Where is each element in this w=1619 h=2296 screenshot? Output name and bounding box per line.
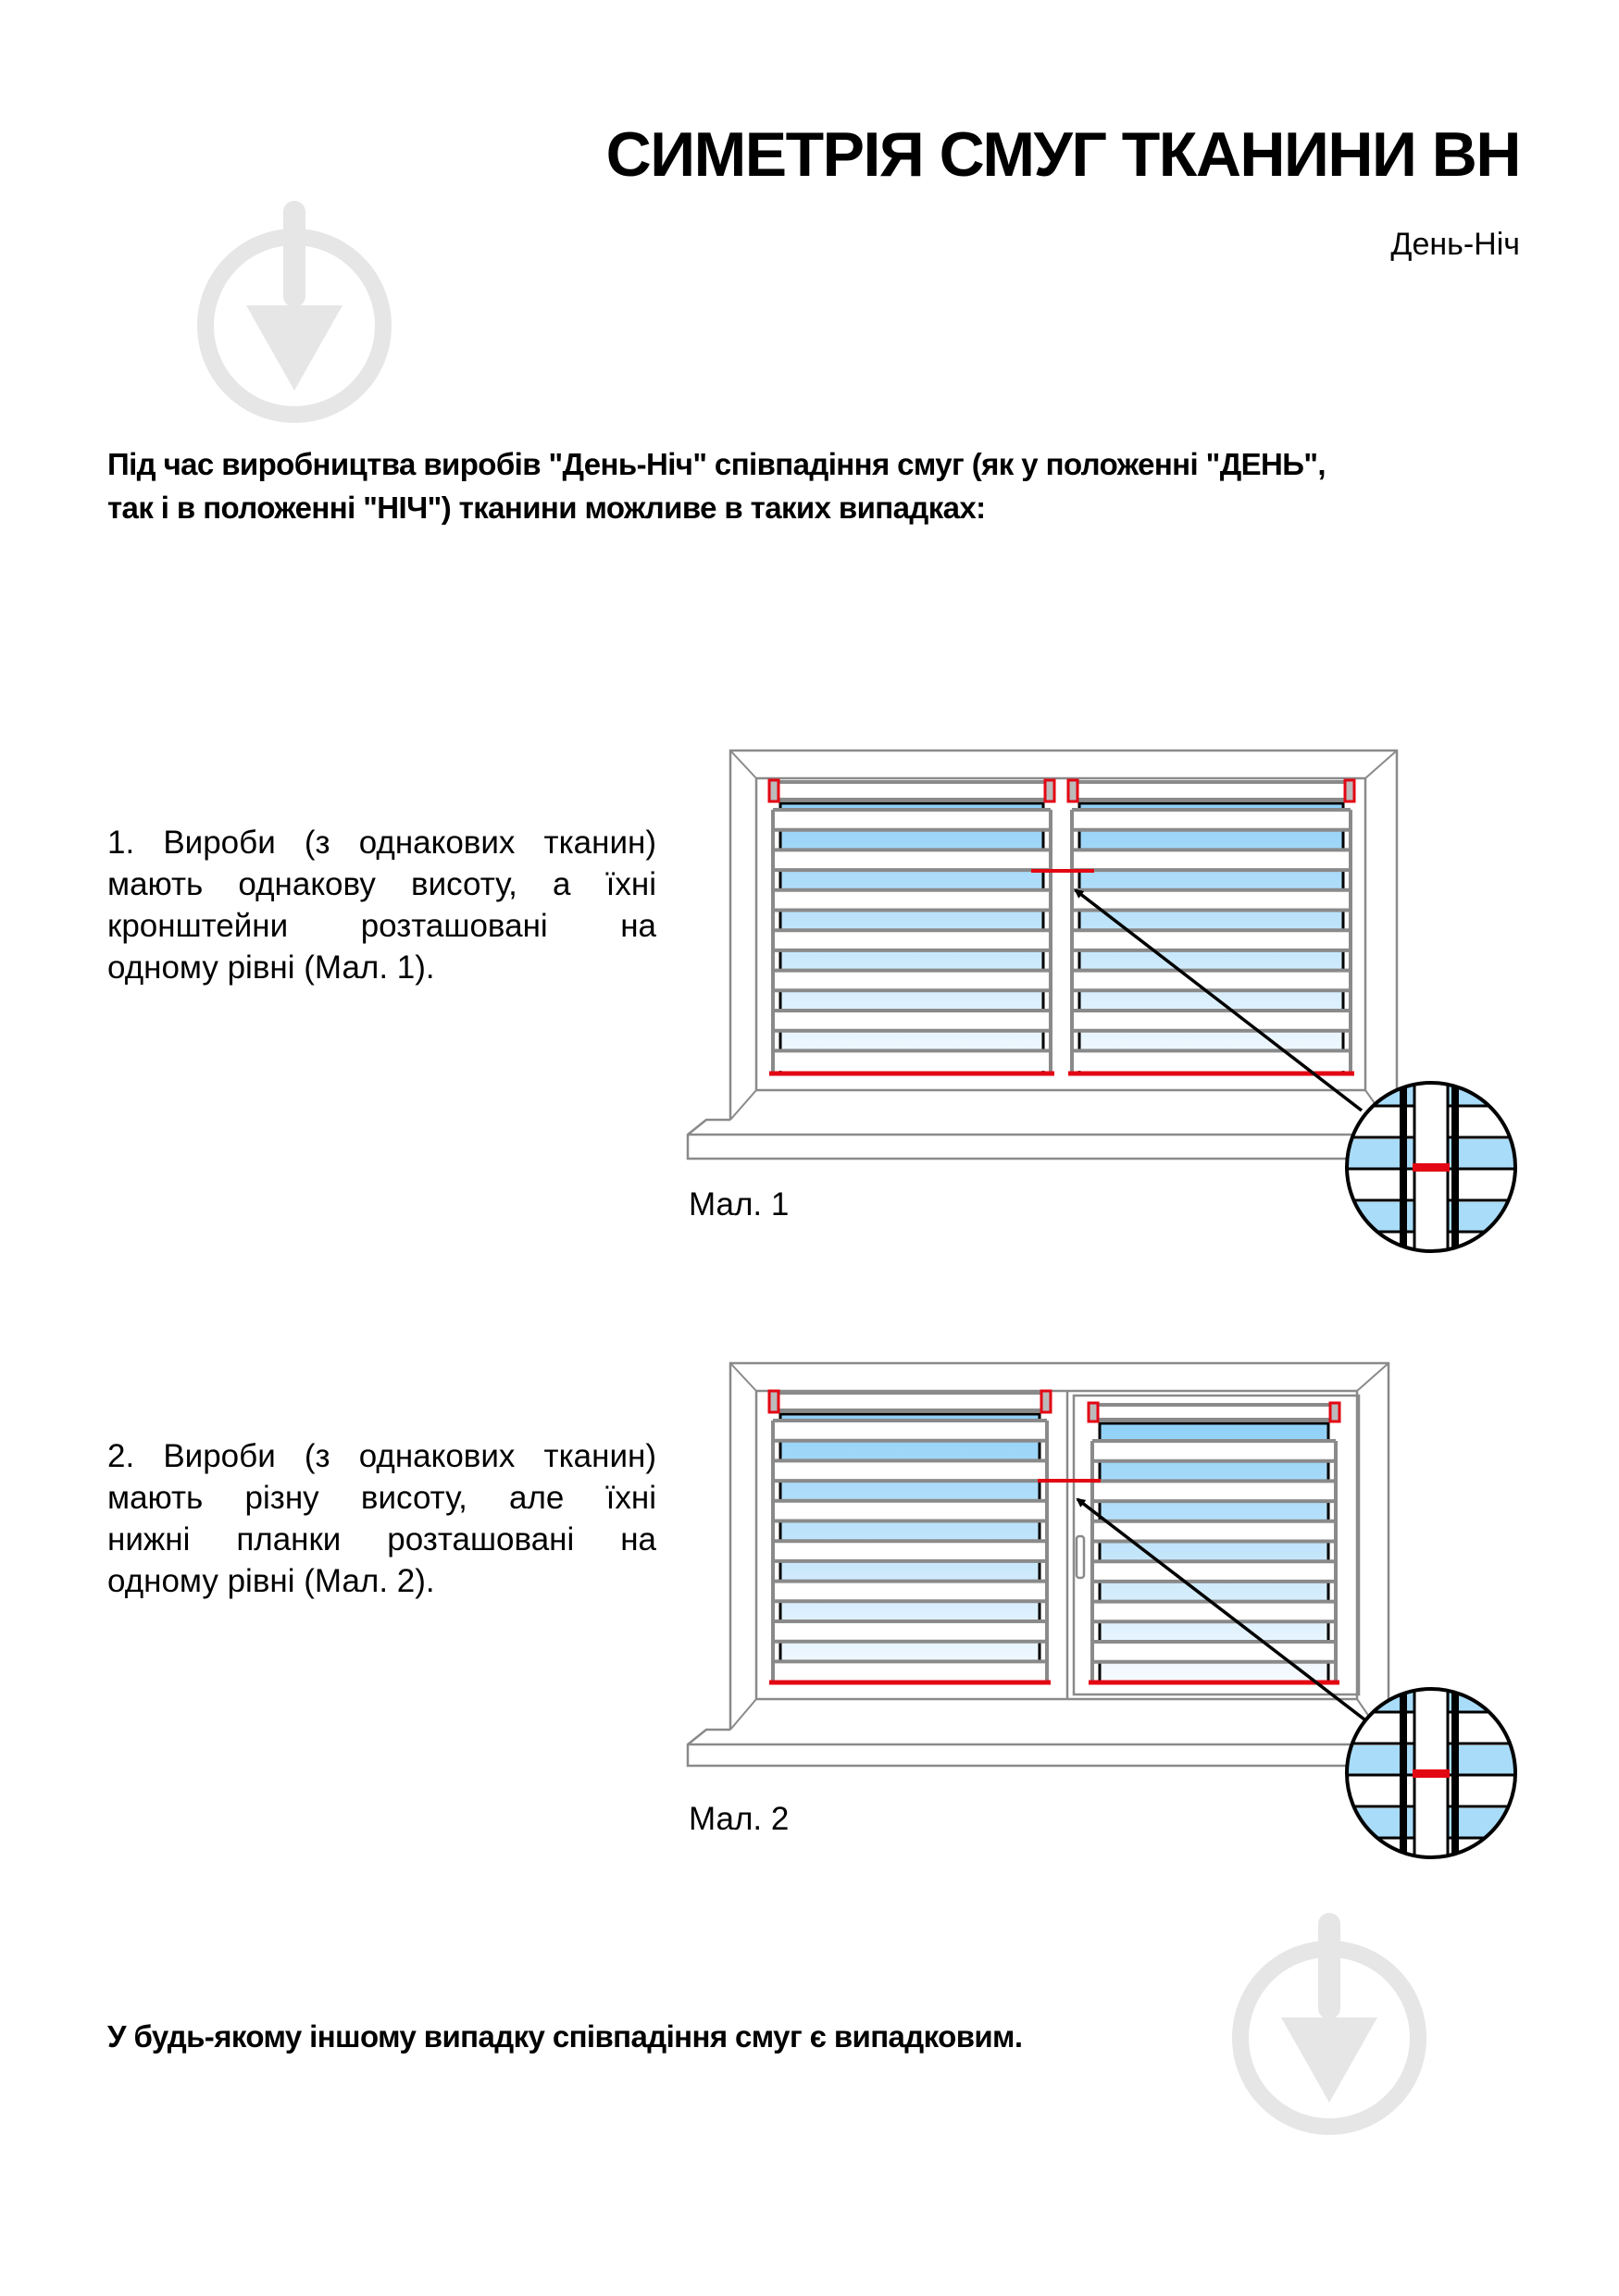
bracket-marker (1043, 778, 1056, 803)
figure-2-caption: Мал. 2 (689, 1801, 790, 1837)
watermark-triangle (246, 305, 342, 391)
watermark-triangle (1281, 2017, 1377, 2103)
watermark-stem (283, 201, 305, 307)
detail-alignment-marker (1413, 1163, 1450, 1172)
frame-bevel (1356, 1362, 1389, 1392)
magnifier-detail-icon (1343, 1013, 1519, 1251)
blind-white-stripe (773, 1621, 1047, 1642)
case-line: 2. Вироби (з однакових тканин) (107, 1438, 656, 1474)
window-outer-frame (729, 749, 1399, 1135)
intro-paragraph: Під час виробництва виробів "День-Ніч" с… (107, 442, 1326, 529)
blind-white-stripe (773, 1421, 1047, 1441)
window-sill (686, 1118, 1408, 1160)
case-1-description: 1. Вироби (з однакових тканин) мають одн… (107, 822, 656, 988)
blind-white-stripe (1072, 1050, 1351, 1072)
detail-blue-stripe (1343, 1620, 1519, 1649)
blind-white-stripe (773, 930, 1051, 950)
blind-white-stripe (1092, 1481, 1336, 1502)
blind-white-stripe (1092, 1642, 1336, 1662)
closing-note: У будь-якому іншому випадку співпадіння … (107, 2019, 1023, 2054)
page-subtitle: День-Ніч (1390, 227, 1520, 262)
blind-white-stripe (773, 850, 1051, 871)
frame-bevel (729, 750, 757, 779)
magnifier-outline (1345, 1081, 1517, 1253)
detail-blue-stripe (1343, 1013, 1519, 1043)
case-2-description: 2. Вироби (з однакових тканин) мають різ… (107, 1435, 656, 1602)
detail-alignment-marker (1413, 1769, 1450, 1778)
window-opening (754, 776, 1367, 1092)
case-line: 1. Вироби (з однакових тканин) (107, 825, 656, 861)
bracket-marker (1328, 1401, 1341, 1423)
blind-white-stripe (773, 1460, 1047, 1482)
intro-line: так і в положенні "НІЧ") тканини можливе… (107, 490, 986, 525)
watermark-logo-icon (1232, 1913, 1426, 2135)
case-line: мають однакову висоту, а їхні (107, 866, 656, 902)
detail-edge (1400, 1689, 1403, 1857)
bracket-marker (1040, 1389, 1052, 1414)
blind-white-stripe (773, 1500, 1047, 1521)
window-sash (1072, 1394, 1361, 1696)
magnifier-detail-icon (1343, 1620, 1519, 1857)
blind-top-rail (1070, 780, 1352, 801)
detail-edge (1451, 1083, 1455, 1251)
arrow-icon (1076, 1497, 1366, 1721)
detail-edge (1455, 1689, 1459, 1857)
blind-white-stripe (1092, 1601, 1336, 1622)
case-line: мають різну висоту, але їхні (107, 1480, 656, 1516)
intro-line: Під час виробництва виробів "День-Ніч" с… (107, 447, 1326, 481)
detail-edge (1451, 1689, 1455, 1857)
blind-white-stripe (773, 1661, 1047, 1682)
blind-top-rail (1090, 1403, 1338, 1421)
bracket-marker (1087, 1401, 1100, 1423)
figure-1-window-illustration (686, 749, 1519, 1253)
figure-1-caption: Мал. 1 (689, 1186, 790, 1222)
blind-white-stripe (773, 1050, 1051, 1072)
case-line: нижні планки розташовані на (107, 1521, 656, 1558)
frame-bevel (729, 1089, 757, 1121)
window-sill (686, 1728, 1400, 1768)
blind-white-stripe (1072, 1011, 1351, 1031)
window-outer-frame (729, 1361, 1390, 1744)
frame-bevel (1364, 750, 1398, 779)
blind-white-stripe (773, 810, 1051, 830)
case-line: кронштейни розташовані на (107, 908, 656, 944)
detail-edge (1400, 1083, 1403, 1251)
detail-edge (1403, 1689, 1407, 1857)
case-line: одному рівні (Мал. 2). (107, 1563, 435, 1599)
blind-white-stripe (773, 970, 1051, 991)
blind-white-stripe (1072, 930, 1351, 950)
blind-white-stripe (1072, 810, 1351, 830)
window-opening (754, 1389, 1359, 1701)
blind-white-stripe (773, 1011, 1051, 1031)
blind-white-stripe (773, 889, 1051, 911)
detail-edge (1403, 1083, 1407, 1251)
blind-white-stripe (1072, 970, 1351, 991)
blind-white-stripe (773, 1581, 1047, 1602)
frame-bevel (729, 1698, 757, 1731)
window-handle-icon (1075, 1534, 1086, 1580)
blind-white-stripe (1092, 1561, 1336, 1582)
page-title: СИМЕТРІЯ СМУГ ТКАНИНИ ВН (605, 119, 1522, 190)
figure-2-window-illustration (686, 1361, 1519, 1859)
watermark-stem (1318, 1913, 1340, 2019)
arrow-icon (1074, 888, 1364, 1112)
blind-top-rail (771, 1391, 1049, 1412)
blind-fabric (1098, 1421, 1330, 1684)
bracket-marker (767, 1389, 780, 1414)
blind-white-stripe (773, 1541, 1047, 1561)
blind-white-stripe (1092, 1441, 1336, 1461)
blind-white-stripe (1092, 1520, 1336, 1542)
frame-bevel (729, 1362, 757, 1392)
bracket-marker (1343, 778, 1356, 803)
blind-top-rail (771, 780, 1052, 801)
bracket-marker (767, 778, 780, 803)
watermark-logo-icon (197, 201, 392, 423)
blind-white-stripe (1072, 850, 1351, 871)
magnifier-outline (1345, 1687, 1517, 1859)
case-line: одному рівні (Мал. 1). (107, 949, 435, 986)
detail-edge (1455, 1083, 1459, 1251)
bracket-marker (1066, 778, 1079, 803)
blind-white-stripe (1072, 889, 1351, 911)
